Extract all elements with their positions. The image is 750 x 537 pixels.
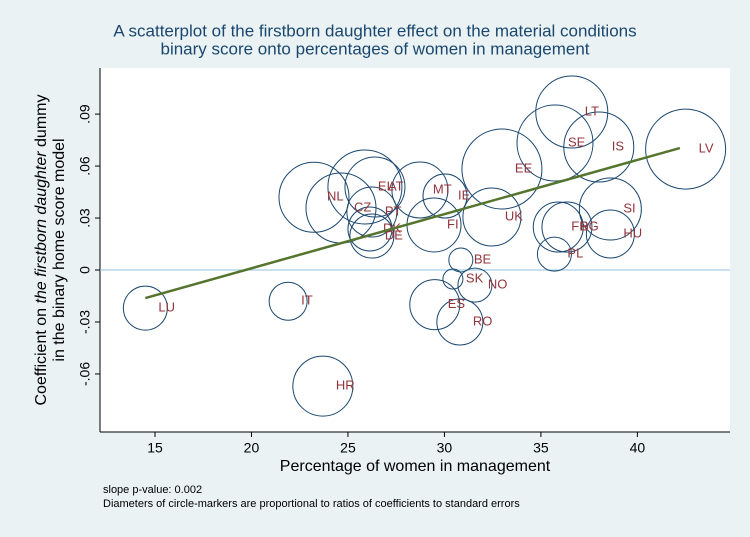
point-label: SK: [466, 270, 484, 285]
bubble: [457, 267, 493, 303]
point-label: EL: [378, 178, 394, 193]
x-axis-title: Percentage of women in management: [280, 458, 551, 475]
x-tick-label: 30: [437, 440, 453, 456]
bubble: [278, 161, 350, 233]
chart-title: A scatterplot of the firstborn daughter …: [113, 21, 636, 40]
point-label: UK: [505, 208, 523, 223]
bubble: [563, 111, 635, 183]
bubble: [344, 156, 406, 218]
point-label: LV: [699, 141, 714, 156]
point-label: SI: [623, 200, 635, 215]
note: Diameters of circle-markers are proporti…: [103, 498, 520, 510]
bubble: [292, 355, 354, 417]
point-label: DE: [385, 227, 403, 242]
x-tick-label: 25: [340, 440, 356, 456]
y-tick-label: .03: [77, 208, 93, 228]
y-tick-label: -.06: [77, 362, 93, 386]
point-label: PL: [567, 246, 583, 261]
bubble: [436, 298, 484, 346]
bubble: [268, 281, 308, 321]
point-label: ES: [448, 296, 466, 311]
bubble: [462, 187, 522, 247]
point-label: RO: [473, 313, 493, 328]
bubble: [122, 285, 168, 331]
point-label: MT: [433, 181, 452, 196]
point-label: BG: [580, 218, 599, 233]
y-axis-title: Coefficient on the firstborn daughter du…: [33, 95, 50, 406]
point-label: CZ: [354, 199, 371, 214]
note: slope p-value: 0.002: [103, 484, 202, 496]
point-label: FR: [571, 218, 588, 233]
chart-title: binary score onto percentages of women i…: [160, 39, 589, 58]
bubble: [536, 236, 572, 272]
plot-area: [100, 68, 730, 432]
bubble: [461, 128, 543, 210]
y-title-part: dummy: [33, 95, 50, 152]
bubble: [541, 201, 593, 253]
y-title-part: the firstborn daughter: [33, 151, 50, 304]
point-label: HR: [336, 378, 355, 393]
point-label: AT: [388, 178, 404, 193]
point-label: NO: [488, 277, 508, 292]
x-tick-label: 20: [244, 440, 260, 456]
point-label: HU: [623, 225, 642, 240]
point-label: IT: [301, 293, 313, 308]
point-label: IE: [458, 187, 471, 202]
bubble: [391, 161, 449, 219]
x-tick-label: 40: [630, 440, 646, 456]
point-label: IS: [612, 138, 625, 153]
bubble: [645, 108, 727, 190]
point-label: LU: [158, 300, 175, 315]
x-tick-label: 15: [147, 440, 163, 456]
bubble: [535, 75, 609, 149]
y-tick-label: -.03: [77, 310, 93, 334]
bubble: [532, 201, 584, 253]
bubble: [346, 186, 398, 238]
fit-line: [145, 146, 681, 300]
bubble: [422, 173, 468, 219]
bubble: [349, 213, 395, 259]
x-tick-label: 35: [533, 440, 549, 456]
bubble: [585, 209, 635, 259]
bubble: [578, 177, 642, 241]
point-label: FI: [447, 216, 459, 231]
y-axis-title: in the binary home score model: [51, 138, 68, 361]
bubble: [516, 104, 594, 182]
y-tick-label: .06: [77, 156, 93, 176]
bubble: [327, 149, 403, 225]
y-tick-label: .09: [77, 104, 93, 124]
y-tick-label: 0: [77, 266, 93, 274]
bubble: [442, 268, 464, 290]
bubble: [409, 279, 461, 331]
point-label: LT: [585, 103, 599, 118]
point-label: PT: [385, 203, 402, 218]
point-label: EE: [515, 160, 533, 175]
bubble: [448, 247, 474, 273]
point-label: NL: [327, 189, 344, 204]
point-label: SE: [568, 134, 586, 149]
y-title-part: Coefficient on: [33, 304, 50, 406]
point-label: BE: [474, 251, 492, 266]
